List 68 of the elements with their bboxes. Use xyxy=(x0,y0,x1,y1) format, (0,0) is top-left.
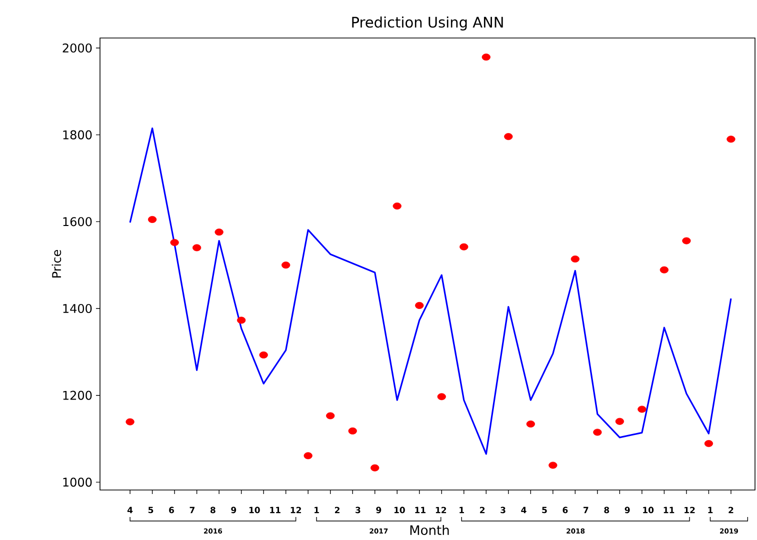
text: 12 xyxy=(684,506,695,514)
point xyxy=(170,239,179,246)
text: 10 xyxy=(394,506,405,514)
text: 12 xyxy=(436,506,446,514)
text: 5 xyxy=(542,506,547,514)
chart-title: Prediction Using ANN xyxy=(352,16,503,30)
text: 5 xyxy=(148,506,154,514)
text: 8 xyxy=(604,506,610,514)
text: 2 xyxy=(334,506,340,514)
y-tick-label: 1800 xyxy=(63,130,92,140)
point xyxy=(704,440,714,448)
text: 4 xyxy=(127,506,133,514)
text: 12 xyxy=(290,506,301,514)
y-tick-label: 1000 xyxy=(63,478,92,487)
y-tick-label: 1400 xyxy=(63,304,92,314)
point xyxy=(415,302,424,309)
point xyxy=(526,420,535,428)
point xyxy=(392,202,402,210)
point xyxy=(570,256,580,263)
text: 8 xyxy=(210,506,216,514)
point xyxy=(348,427,357,434)
text: 3 xyxy=(500,506,506,514)
text: 7 xyxy=(190,506,194,514)
y-axis-title: Price xyxy=(52,250,62,278)
point xyxy=(214,228,224,236)
point xyxy=(638,406,646,413)
y-tick-label: 2000 xyxy=(62,43,92,53)
point xyxy=(126,418,134,426)
text: 1 xyxy=(460,506,464,514)
point xyxy=(437,393,446,400)
text: 10 xyxy=(249,506,260,514)
point xyxy=(304,452,312,460)
x-axis-title: Month xyxy=(410,524,449,536)
text: 9 xyxy=(231,506,236,514)
text: 1 xyxy=(708,506,713,514)
text: 9 xyxy=(376,506,382,514)
text: 2 xyxy=(480,506,485,514)
text: 4 xyxy=(521,506,526,514)
point xyxy=(326,412,335,420)
point xyxy=(370,464,380,472)
text: 10 xyxy=(643,506,654,514)
text: 6 xyxy=(562,506,568,514)
text: 3 xyxy=(356,506,360,514)
point xyxy=(615,418,624,425)
text: 11 xyxy=(415,506,426,514)
point xyxy=(593,428,602,436)
text: 11 xyxy=(270,506,280,514)
point xyxy=(282,262,290,269)
point xyxy=(726,136,736,143)
point xyxy=(148,216,157,223)
y-tick-label: 1200 xyxy=(63,390,92,400)
text: 2 xyxy=(728,506,734,514)
point xyxy=(660,266,669,274)
point xyxy=(504,133,513,140)
text: 6 xyxy=(169,506,174,514)
y-tick-label: 1600 xyxy=(63,217,92,226)
text: 7 xyxy=(584,506,588,514)
point xyxy=(237,316,246,324)
point xyxy=(460,243,468,250)
point xyxy=(548,462,558,469)
point xyxy=(259,351,268,358)
line-series xyxy=(129,128,732,455)
point xyxy=(682,237,691,244)
text: 1 xyxy=(314,506,319,514)
point xyxy=(192,244,202,252)
text: 9 xyxy=(624,506,630,514)
text: 11 xyxy=(664,506,674,514)
point xyxy=(482,54,490,61)
